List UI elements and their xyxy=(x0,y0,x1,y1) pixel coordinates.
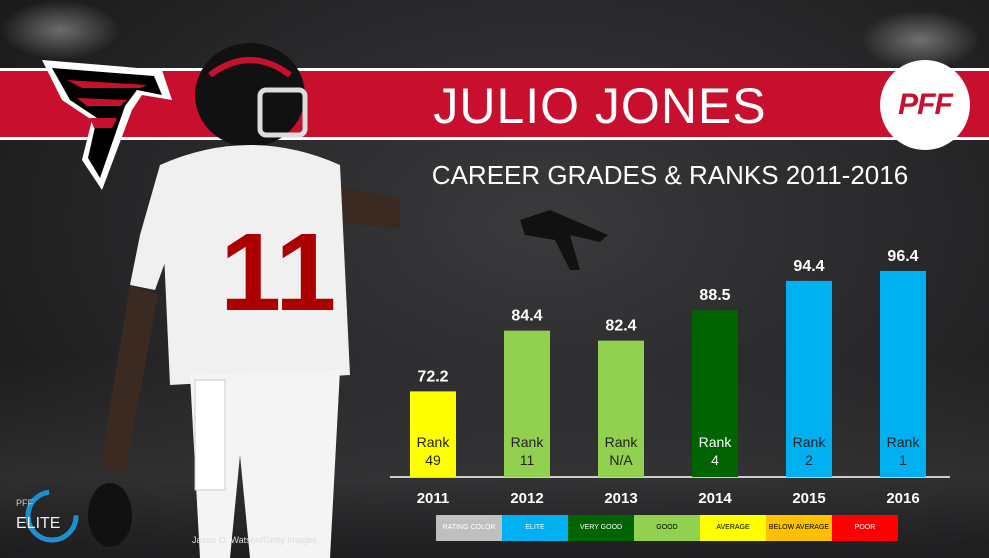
bar-2013 xyxy=(598,340,644,477)
elite-ring-icon xyxy=(25,489,79,543)
tick-label-2016: 2016 xyxy=(886,490,919,507)
svg-text:11: 11 xyxy=(220,211,336,334)
player-name: JULIO JONES xyxy=(433,78,767,134)
title-banner: JULIO JONES xyxy=(0,68,989,140)
legend-item-3: GOOD xyxy=(634,515,700,541)
pointing-glove-icon xyxy=(520,210,608,270)
player-photo: 11 xyxy=(88,43,400,558)
rank-word-2015: Rank xyxy=(793,434,827,450)
rank-word-2012: Rank xyxy=(511,434,545,450)
elite-small-text: PFF xyxy=(16,498,34,508)
legend-item-0: RATING COLOR xyxy=(436,515,502,541)
value-label-2016: 96.4 xyxy=(887,248,918,265)
rank-word-2016: Rank xyxy=(887,434,921,450)
value-label-2014: 88.5 xyxy=(699,287,730,304)
grades-bar-chart: 72.2 Rank 49 2011 84.4 Rank 11 2012 82.4 Rank N/A 2… xyxy=(390,248,950,507)
bar-2011 xyxy=(410,391,456,477)
rating-legend: RATING COLOR ELITE VERY GOOD GOOD AVERAGE BEL… xyxy=(436,515,898,541)
rank-value-2016: 1 xyxy=(899,452,907,468)
tick-label-2013: 2013 xyxy=(604,490,637,507)
rank-value-2013: N/A xyxy=(609,452,633,468)
value-label-2013: 82.4 xyxy=(605,318,636,335)
photo-credit: Jason O. Watson/Getty Images xyxy=(192,535,317,545)
rank-word-2013: Rank xyxy=(605,434,639,450)
bar-2015 xyxy=(786,280,832,477)
chart-title: CAREER GRADES & RANKS 2011-2016 xyxy=(431,160,909,190)
elite-big-text: ELITE xyxy=(16,515,60,532)
rank-word-2014: Rank xyxy=(699,434,733,450)
rank-value-2015: 2 xyxy=(805,452,813,468)
rank-value-2012: 11 xyxy=(520,452,535,468)
legend-item-5: BELOW AVERAGE xyxy=(766,515,832,541)
bar-2014 xyxy=(692,310,738,477)
tick-label-2011: 2011 xyxy=(417,490,450,507)
tick-label-2014: 2014 xyxy=(698,490,732,507)
tick-label-2012: 2012 xyxy=(510,490,543,507)
legend-item-2: VERY GOOD xyxy=(568,515,634,541)
legend-item-6: POOR xyxy=(832,515,898,541)
bar-2012 xyxy=(504,330,550,477)
value-label-2011: 72.2 xyxy=(417,368,448,385)
rank-value-2014: 4 xyxy=(711,452,719,468)
pff-logo-text: PFF xyxy=(898,88,953,121)
value-label-2015: 94.4 xyxy=(793,258,824,275)
tick-label-2015: 2015 xyxy=(792,490,825,507)
rank-word-2011: Rank xyxy=(417,434,451,450)
legend-item-1: ELITE xyxy=(502,515,568,541)
value-label-2012: 84.4 xyxy=(511,308,542,325)
rank-value-2011: 49 xyxy=(425,452,441,468)
pff-elite-badge: PFF ELITE xyxy=(16,489,79,543)
bar-2016 xyxy=(880,270,926,477)
falcons-logo-icon xyxy=(42,60,172,190)
stadium-light-left xyxy=(0,0,120,60)
pff-logo: PFF xyxy=(880,60,970,150)
legend-item-4: AVERAGE xyxy=(700,515,766,541)
